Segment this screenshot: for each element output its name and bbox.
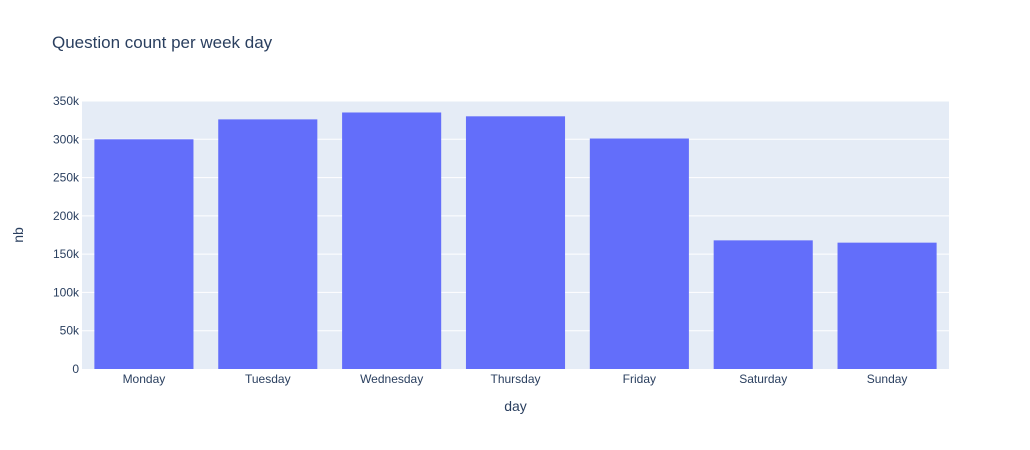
- x-tick-label: Friday: [623, 372, 656, 386]
- x-tick-label: Monday: [123, 372, 166, 386]
- x-tick-label: Tuesday: [245, 372, 291, 386]
- y-tick-label: 200k: [53, 209, 80, 223]
- x-axis-title: day: [504, 398, 527, 414]
- bar-thursday[interactable]: [465, 116, 566, 369]
- bar-saturday[interactable]: [713, 240, 813, 369]
- y-tick-label: 0: [72, 362, 79, 376]
- bars: [94, 112, 937, 370]
- y-tick-label: 50k: [60, 324, 80, 338]
- y-tick-label: 350k: [53, 94, 80, 108]
- y-axis-title: nb: [10, 227, 26, 243]
- bar-friday[interactable]: [589, 138, 689, 369]
- chart-title: Question count per week day: [52, 33, 273, 52]
- x-tick-label: Saturday: [739, 372, 787, 386]
- bar-wednesday[interactable]: [342, 112, 442, 369]
- x-tick-label: Thursday: [490, 372, 540, 386]
- y-tick-label: 300k: [53, 132, 80, 146]
- y-axis-ticks: 0 50k 100k 150k 200k 250k 300k 350k: [53, 94, 80, 376]
- bar-sunday[interactable]: [837, 242, 937, 369]
- x-axis-ticks: Monday Tuesday Wednesday Thursday Friday Satu…: [123, 372, 908, 386]
- y-tick-label: 100k: [53, 285, 80, 299]
- y-tick-label: 150k: [53, 247, 80, 261]
- bar-monday[interactable]: [94, 139, 194, 369]
- x-tick-label: Wednesday: [360, 372, 423, 386]
- y-tick-label: 250k: [53, 171, 80, 185]
- bar-tuesday[interactable]: [218, 119, 318, 370]
- x-tick-label: Sunday: [867, 372, 908, 386]
